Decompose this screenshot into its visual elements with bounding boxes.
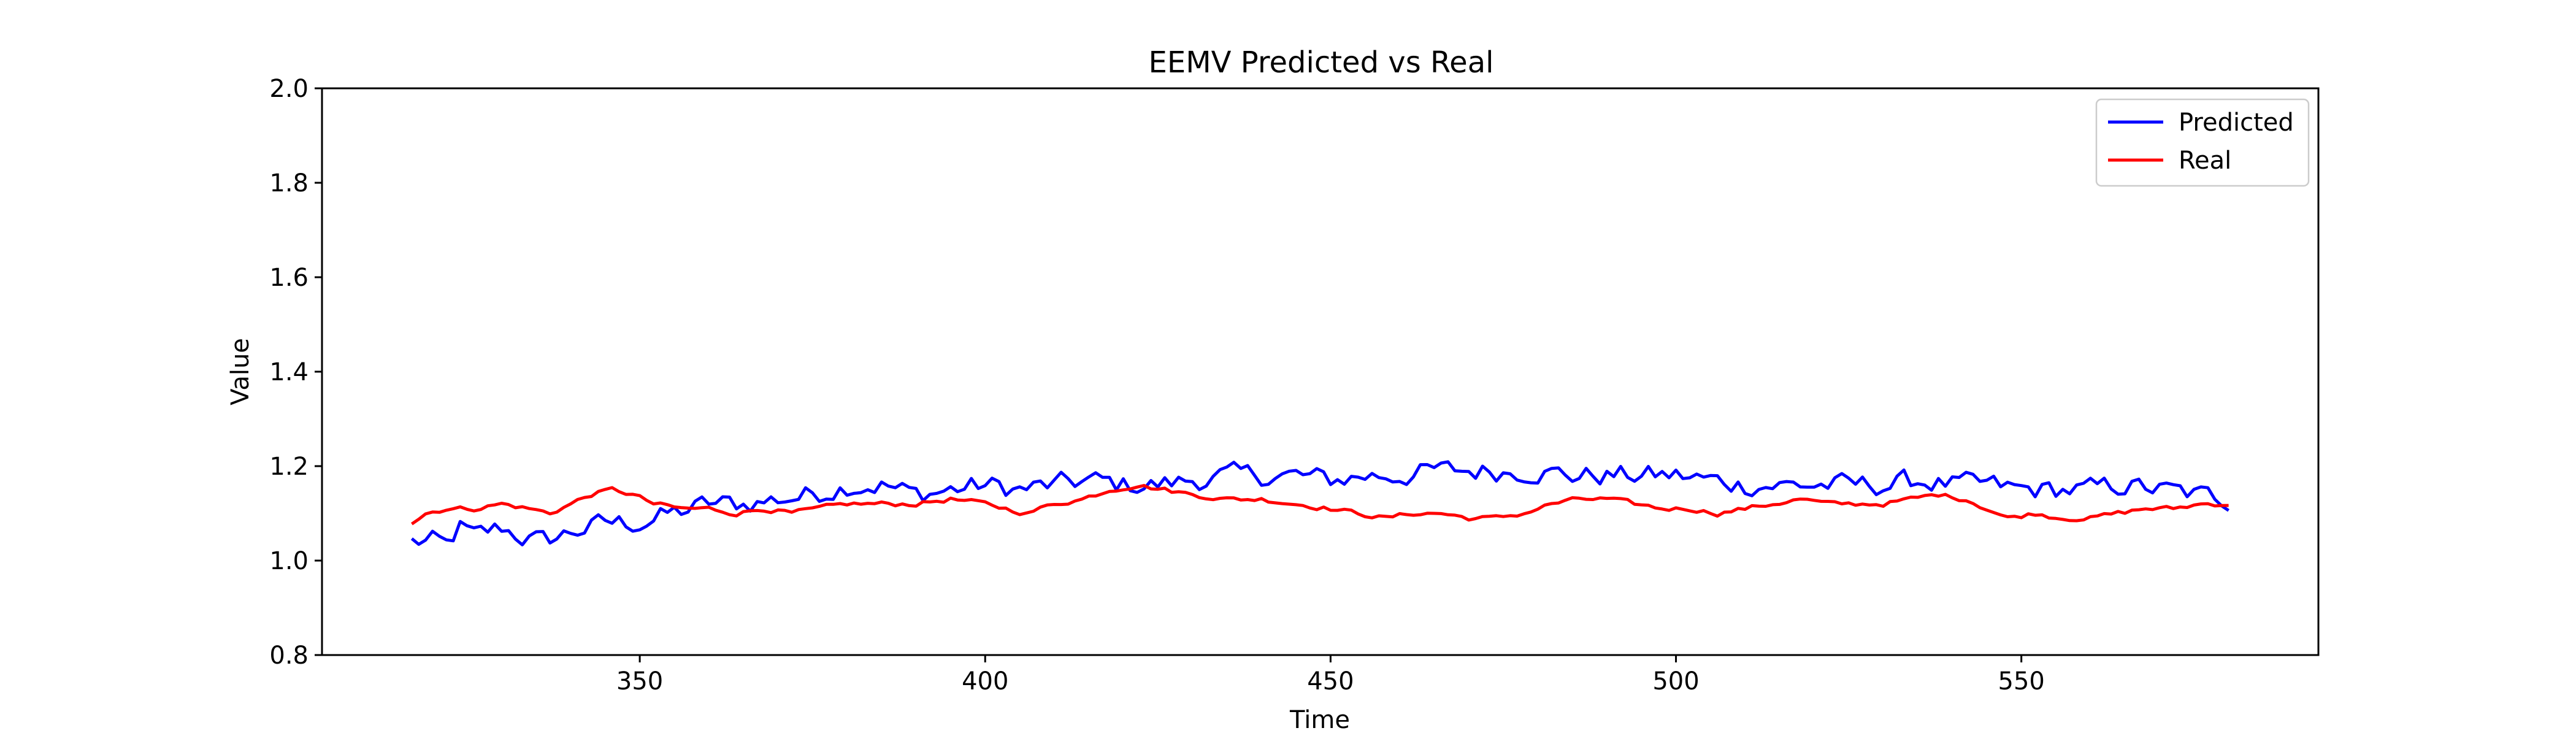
legend-predicted-label: Predicted bbox=[2179, 109, 2294, 137]
y-tick-label: 1.0 bbox=[269, 547, 309, 575]
series-line-real bbox=[410, 484, 2229, 526]
y-axis-label: Value bbox=[226, 338, 255, 405]
y-tick-label: 1.4 bbox=[269, 358, 309, 386]
y-tick-label: 2.0 bbox=[269, 75, 309, 103]
y-tick-label: 0.8 bbox=[269, 642, 309, 670]
y-tick-label: 1.2 bbox=[269, 453, 309, 481]
x-tick-label: 550 bbox=[1998, 667, 2045, 696]
x-tick-label: 450 bbox=[1307, 667, 1354, 696]
x-tick-label: 500 bbox=[1652, 667, 1699, 696]
x-axis-label: Time bbox=[1289, 706, 1350, 734]
series-layer bbox=[410, 460, 2229, 546]
x-tick-label: 400 bbox=[962, 667, 1008, 696]
legend-real-label: Real bbox=[2179, 147, 2231, 175]
x-tick-label: 350 bbox=[616, 667, 663, 696]
y-tick-label: 1.6 bbox=[269, 264, 309, 292]
y-axis-ticks: 0.8 1.0 1.2 1.4 1.6 1.8 2.0 bbox=[269, 75, 322, 670]
y-tick-label: 1.8 bbox=[269, 169, 309, 197]
chart-title: EEMV Predicted vs Real bbox=[1149, 45, 1494, 80]
legend: Predicted Real bbox=[2095, 98, 2310, 187]
series-line-predicted bbox=[410, 460, 2229, 546]
x-axis-ticks: 350 400 450 500 550 bbox=[616, 655, 2045, 696]
